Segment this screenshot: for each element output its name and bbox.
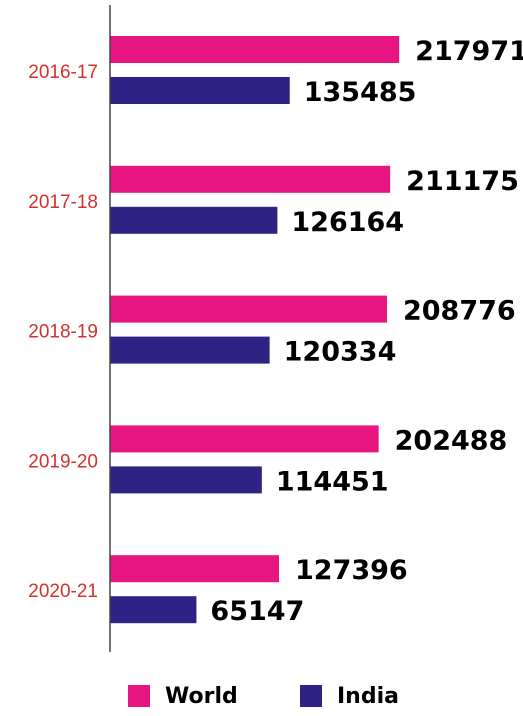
value-label: 202488 — [395, 425, 508, 456]
category-label: 2020-21 — [28, 581, 98, 602]
legend-swatch — [300, 685, 322, 707]
legend-label: India — [337, 684, 399, 709]
value-label: 120334 — [284, 337, 397, 368]
category-label: 2017-18 — [28, 192, 98, 213]
bar — [110, 206, 278, 234]
category-label: 2018-19 — [28, 322, 98, 343]
bar — [110, 425, 379, 453]
value-label: 126164 — [291, 207, 404, 238]
value-label: 114451 — [276, 466, 389, 497]
value-label: 65147 — [210, 596, 304, 627]
bar — [110, 165, 391, 193]
value-label: 208776 — [403, 296, 516, 327]
value-label: 211175 — [406, 166, 519, 197]
category-label: 2019-20 — [28, 451, 98, 472]
value-label: 217971 — [415, 36, 523, 67]
bar — [110, 555, 280, 583]
bar — [110, 466, 262, 494]
value-label: 127396 — [295, 555, 408, 586]
category-label: 2016-17 — [28, 62, 98, 83]
legend-label: World — [165, 684, 238, 709]
bar — [110, 336, 270, 364]
value-label: 135485 — [304, 77, 417, 108]
bar — [110, 77, 290, 104]
bar — [110, 596, 197, 624]
legend-swatch — [128, 685, 150, 707]
bar — [110, 295, 387, 323]
bar — [110, 36, 400, 63]
